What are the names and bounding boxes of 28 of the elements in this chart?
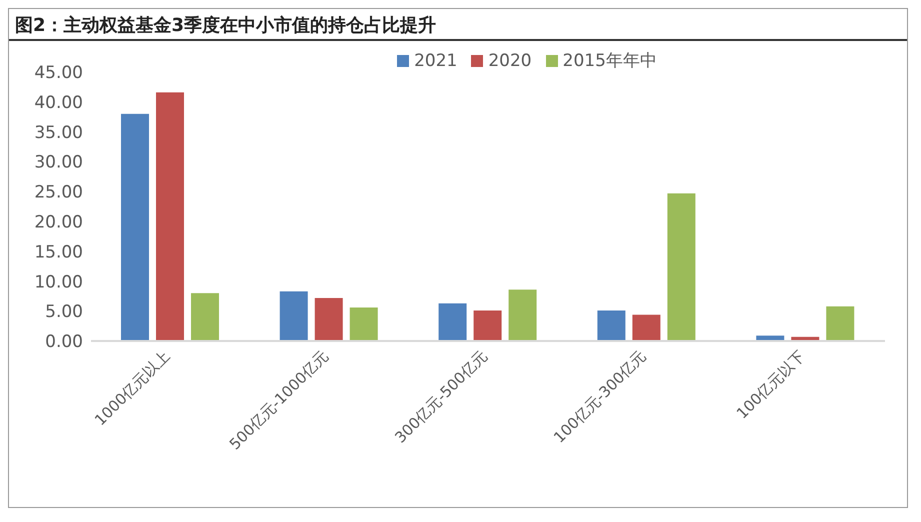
bar [474, 310, 502, 341]
y-tick-label: 25.00 [34, 182, 83, 203]
y-tick-label: 10.00 [34, 272, 83, 292]
bar [826, 306, 854, 341]
chart-title: 图2：主动权益基金3季度在中小市值的持仓占比提升 [9, 9, 907, 41]
y-tick-label: 15.00 [34, 242, 83, 262]
bar [667, 193, 696, 341]
legend-label: 2015年年中 [562, 50, 657, 72]
y-tick-label: 45.00 [34, 63, 83, 84]
y-tick-label: 35.00 [34, 122, 83, 143]
y-tick-label: 30.00 [34, 152, 83, 173]
bar [632, 314, 660, 341]
y-tick-label: 20.00 [34, 212, 83, 232]
legend-label: 2021 [413, 50, 458, 72]
bar [280, 291, 308, 341]
y-tick-label: 0.00 [45, 332, 83, 352]
bar [121, 114, 149, 341]
y-tick-label: 5.00 [45, 302, 83, 322]
legend-label: 2020 [487, 50, 532, 72]
bar [350, 308, 378, 341]
bar [597, 310, 626, 341]
bar [191, 293, 219, 341]
bar [314, 298, 343, 341]
x-tick-label: 100亿元以下 [733, 347, 808, 423]
bar [438, 303, 467, 341]
bar [156, 92, 184, 341]
bar [508, 290, 537, 341]
y-tick-label: 40.00 [34, 92, 83, 113]
